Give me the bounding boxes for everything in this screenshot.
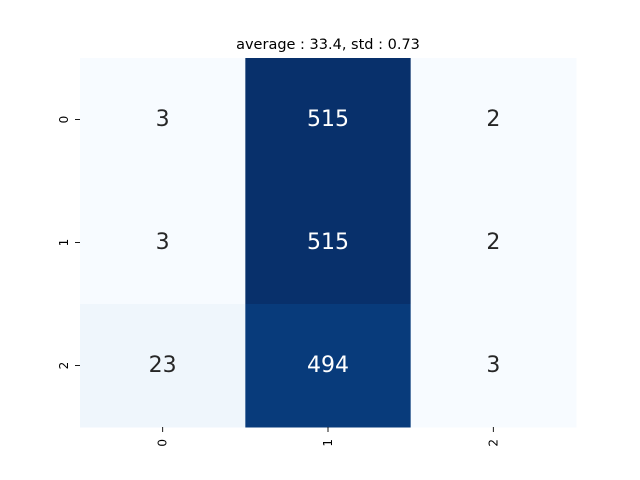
heatmap-cell-1-0 <box>80 181 246 305</box>
cell-value-label-0-1: 515 <box>307 107 349 132</box>
x-axis: 0 1 2 <box>156 427 500 447</box>
heatmap-cell-0-1 <box>245 58 412 182</box>
heatmap-cell-2-2 <box>410 304 577 428</box>
chart-title: average : 33.4, std : 0.73 <box>236 37 420 53</box>
x-tick-label: 2 <box>486 439 500 447</box>
x-tick-label: 0 <box>156 439 170 447</box>
heatmap-cells <box>80 58 577 428</box>
cell-value-label-0-2: 2 <box>486 107 500 132</box>
cell-value-label-1-0: 3 <box>156 230 170 255</box>
heatmap-cell-1-1 <box>245 181 412 305</box>
cell-annotations: 3 515 23 515 223 494 3 <box>149 107 501 378</box>
cell-value-label-1-2: 2 <box>486 230 500 255</box>
x-tick-label: 1 <box>321 439 335 447</box>
heatmap-cell-0-0 <box>80 58 246 182</box>
heatmap-cell-2-1 <box>245 304 412 428</box>
y-tick-label: 2 <box>57 362 71 370</box>
cell-value-label-2-2: 3 <box>486 353 500 378</box>
heatmap-cell-0-2 <box>410 58 577 182</box>
y-tick-label: 1 <box>57 239 71 247</box>
cell-value-label-2-0: 23 <box>149 353 177 378</box>
y-axis: 0 1 2 <box>57 116 80 370</box>
cell-value-label-0-0: 3 <box>156 107 170 132</box>
cell-value-label-2-1: 494 <box>307 353 349 378</box>
heatmap-cell-2-0 <box>80 304 246 428</box>
y-tick-label: 0 <box>57 116 71 124</box>
heatmap-cell-1-2 <box>410 181 577 305</box>
cell-value-label-1-1: 515 <box>307 230 349 255</box>
